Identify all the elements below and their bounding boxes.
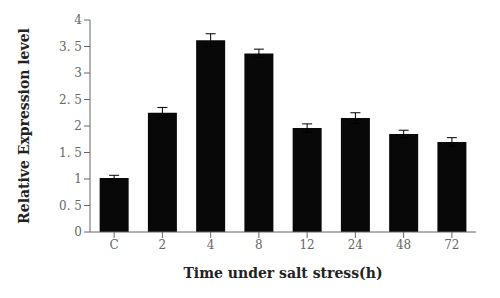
svg-text:3. 5: 3. 5 bbox=[59, 40, 82, 54]
svg-text:3: 3 bbox=[74, 66, 82, 80]
svg-text:8: 8 bbox=[255, 238, 263, 252]
svg-text:0. 5: 0. 5 bbox=[59, 199, 82, 213]
svg-text:1: 1 bbox=[74, 172, 82, 186]
svg-text:1. 5: 1. 5 bbox=[59, 146, 82, 160]
svg-text:C: C bbox=[110, 238, 119, 252]
svg-text:2. 5: 2. 5 bbox=[59, 93, 82, 107]
svg-text:Time under salt stress(h): Time under salt stress(h) bbox=[183, 265, 382, 281]
svg-text:2: 2 bbox=[159, 238, 167, 252]
svg-text:Relative Expression level: Relative Expression level bbox=[16, 28, 32, 224]
svg-text:4: 4 bbox=[207, 238, 215, 252]
svg-text:0: 0 bbox=[74, 225, 82, 239]
svg-text:48: 48 bbox=[396, 238, 411, 252]
svg-text:24: 24 bbox=[348, 238, 364, 252]
svg-text:12: 12 bbox=[299, 238, 314, 252]
svg-text:72: 72 bbox=[444, 238, 459, 252]
svg-text:4: 4 bbox=[74, 13, 82, 27]
svg-text:2: 2 bbox=[74, 119, 82, 133]
